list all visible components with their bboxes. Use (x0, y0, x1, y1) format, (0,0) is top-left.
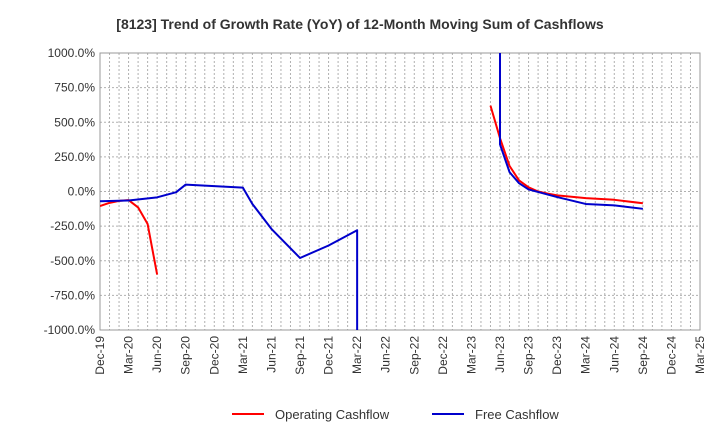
y-tick-label: 250.0% (54, 150, 95, 164)
x-tick-label: Sep-21 (293, 336, 307, 375)
x-tick-label: Dec-20 (207, 336, 221, 375)
y-tick-label: -250.0% (50, 219, 95, 233)
x-tick-label: Sep-20 (179, 336, 193, 375)
x-tick-label: Mar-21 (236, 336, 250, 374)
x-tick-label: Jun-24 (607, 336, 621, 373)
legend: Operating Cashflow Free Cashflow (232, 407, 559, 422)
x-axis: Dec-19 Mar-20 Jun-20 Sep-20 Dec-20 Mar-21 Jun-… (93, 336, 707, 375)
x-tick-label: Sep-22 (407, 336, 421, 375)
x-tick-label: Mar-25 (693, 336, 707, 374)
x-tick-label: Jun-20 (150, 336, 164, 373)
y-tick-label: -1000.0% (44, 323, 96, 337)
x-tick-label: Dec-19 (93, 336, 107, 375)
y-tick-label: -500.0% (50, 254, 95, 268)
series-line-free-cashflow-segment-1 (100, 183, 359, 330)
series-group (100, 53, 643, 330)
y-tick-label: -750.0% (50, 288, 95, 302)
x-tick-label: Dec-24 (664, 336, 678, 375)
grid (100, 52, 700, 331)
chart-title: [8123] Trend of Growth Rate (YoY) of 12-… (116, 16, 604, 32)
x-tick-label: Jun-22 (379, 336, 393, 373)
x-tick-label: Mar-20 (122, 336, 136, 374)
x-tick-label: Sep-23 (522, 336, 536, 375)
x-tick-label: Dec-23 (550, 336, 564, 375)
y-tick-label: 500.0% (54, 115, 95, 129)
x-tick-label: Dec-22 (436, 336, 450, 375)
legend-label: Operating Cashflow (275, 407, 390, 422)
plot-frame (99, 52, 701, 331)
x-tick-label: Jun-21 (264, 336, 278, 373)
legend-label: Free Cashflow (475, 407, 559, 422)
x-tick-label: Dec-21 (322, 336, 336, 375)
y-axis: 1000.0% 750.0% 500.0% 250.0% 0.0% -250.0% -500… (44, 46, 96, 337)
x-tick-label: Sep-24 (636, 336, 650, 375)
y-tick-label: 1000.0% (48, 46, 96, 60)
x-tick-label: Jun-23 (493, 336, 507, 373)
series-line-free-cashflow-segment-2 (499, 53, 643, 210)
y-tick-label: 750.0% (54, 81, 95, 95)
x-tick-label: Mar-22 (350, 336, 364, 374)
x-tick-label: Mar-23 (464, 336, 478, 374)
y-tick-label: 0.0% (68, 185, 96, 199)
x-tick-label: Mar-24 (579, 336, 593, 374)
